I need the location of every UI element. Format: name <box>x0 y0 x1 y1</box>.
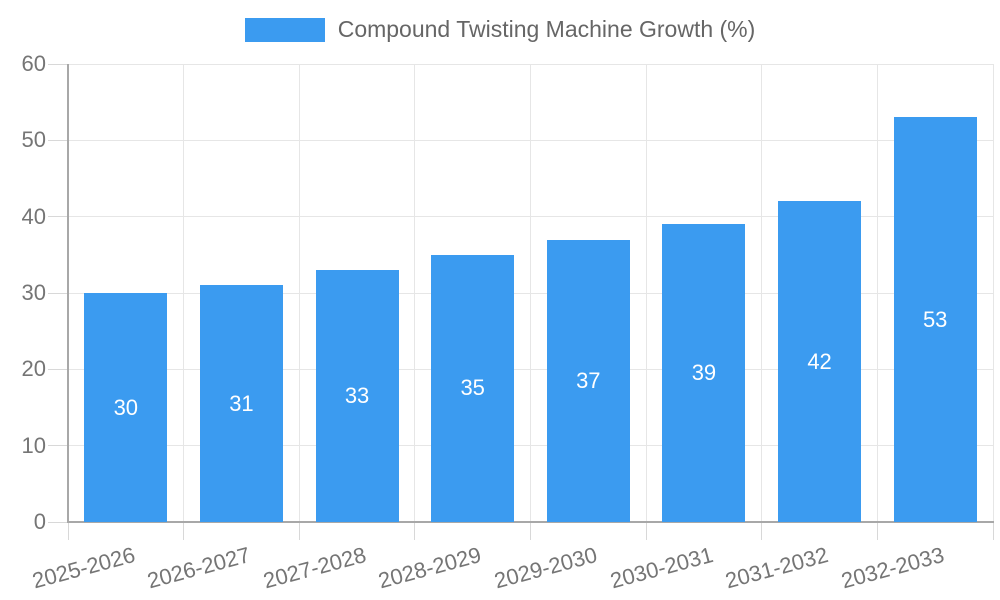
bar[interactable] <box>84 293 168 522</box>
x-gridline <box>530 64 531 522</box>
bar-value-label: 39 <box>691 360 717 386</box>
x-gridline <box>876 64 878 522</box>
x-axis-line <box>67 521 994 523</box>
y-axis-line <box>67 64 69 523</box>
y-tick-label: 40 <box>21 203 46 229</box>
x-tick-label: 2029-2030 <box>491 542 600 594</box>
y-tick <box>48 63 68 65</box>
y-tick-label: 0 <box>33 509 46 534</box>
x-tick <box>992 522 994 540</box>
x-tick-label: 2032-2033 <box>838 542 947 594</box>
x-tick-label: 2026-2027 <box>144 542 253 594</box>
x-gridline <box>298 64 300 522</box>
x-tick <box>183 522 185 540</box>
y-tick <box>48 139 68 141</box>
y-tick-label: 60 <box>21 51 46 76</box>
x-gridline <box>992 64 994 522</box>
y-tick-label: 10 <box>21 432 46 458</box>
chart-legend[interactable]: Compound Twisting Machine Growth (%) <box>0 16 1000 43</box>
x-tick <box>414 522 416 540</box>
x-gridline <box>414 64 416 522</box>
bar-value-label: 35 <box>460 375 485 401</box>
x-tick-label: 2027-2028 <box>260 542 369 594</box>
x-tick <box>530 522 531 540</box>
legend-label: Compound Twisting Machine Growth (%) <box>337 16 756 42</box>
bar[interactable] <box>199 285 283 522</box>
y-tick <box>48 292 68 294</box>
y-tick <box>48 368 68 370</box>
bar-value-label: 33 <box>344 383 370 409</box>
x-gridline <box>761 64 763 522</box>
bar[interactable] <box>431 254 515 522</box>
x-gridline <box>183 64 185 522</box>
bar[interactable] <box>315 270 399 522</box>
x-tick <box>876 522 878 540</box>
bar[interactable] <box>893 117 977 522</box>
x-tick-label: 2031-2032 <box>722 542 832 594</box>
bar-value-label: 53 <box>922 306 948 332</box>
y-tick-label: 30 <box>21 280 46 305</box>
bar-value-label: 42 <box>807 348 832 374</box>
x-tick <box>298 522 300 540</box>
y-tick <box>48 216 68 218</box>
bar-value-label: 30 <box>113 394 139 420</box>
bar-value-label: 37 <box>576 367 601 393</box>
y-tick <box>48 445 68 447</box>
y-tick <box>48 521 68 523</box>
bar-value-label: 31 <box>229 390 254 416</box>
x-tick-label: 2028-2029 <box>376 542 485 594</box>
y-tick-label: 20 <box>21 356 46 382</box>
x-tick <box>67 522 69 540</box>
x-gridline <box>645 64 647 522</box>
y-tick-label: 50 <box>21 127 46 153</box>
x-tick <box>645 522 647 540</box>
bar[interactable] <box>662 224 746 522</box>
bar[interactable] <box>546 239 630 522</box>
x-tick-label: 2030-2031 <box>607 542 716 594</box>
legend-swatch <box>244 17 325 42</box>
bar[interactable] <box>778 201 862 522</box>
x-tick-label: 2025-2026 <box>29 542 138 594</box>
x-tick <box>761 522 763 540</box>
